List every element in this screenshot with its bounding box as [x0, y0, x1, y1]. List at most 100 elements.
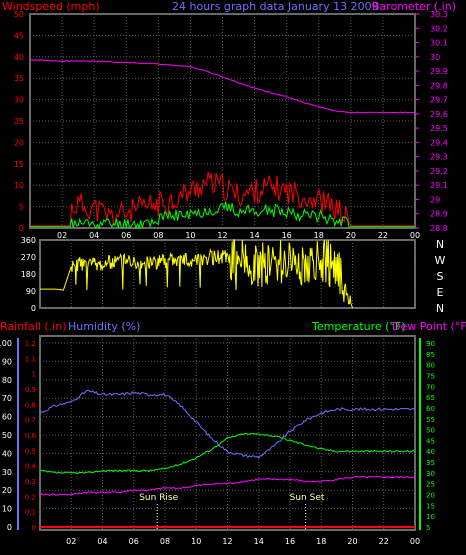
- rainfall-tick-label: 0.8: [25, 401, 36, 409]
- hour-tick-label-bottom: 14: [254, 537, 264, 546]
- compass-label: N: [436, 238, 444, 251]
- wind-baro-series: [30, 59, 415, 230]
- compass-label: N: [436, 302, 444, 315]
- hour-tick-label-bottom: 12: [222, 537, 232, 546]
- windspeed-tick-label: 0: [19, 224, 24, 233]
- barometer-tick-label: 29.7: [430, 96, 448, 105]
- barometer-tick-label: 30: [430, 53, 440, 62]
- rainfall-tick-label: 0.9: [25, 386, 36, 394]
- barometer-tick-label: 29.3: [430, 153, 448, 162]
- hour-tick-label: 16: [282, 231, 292, 240]
- wind-average-line: [30, 201, 415, 230]
- windspeed-tick-label: 40: [14, 53, 24, 62]
- temperature-tick-label: 45: [426, 437, 435, 445]
- hour-tick-label-bottom: 16: [285, 537, 295, 546]
- direction-tick-label: 360: [21, 236, 36, 245]
- temperature-tick-label: 40: [426, 448, 435, 456]
- hour-tick-label-bottom: 00: [410, 537, 420, 546]
- humidity-tick-label: 0: [7, 523, 12, 532]
- hour-tick-label: 02: [57, 231, 67, 240]
- hour-tick-label-bottom: 06: [129, 537, 139, 546]
- hour-tick-label: 06: [121, 231, 131, 240]
- temperature-tick-label: 60: [426, 405, 435, 413]
- temperature-axis-label: Temperature (°F): [311, 320, 406, 333]
- humidity-temp-series: [39, 389, 416, 530]
- temperature-tick-label: 30: [426, 470, 435, 478]
- temperature-tick-label: 75: [426, 372, 435, 380]
- direction-series: [40, 239, 353, 309]
- barometer-tick-label: 29: [430, 195, 440, 204]
- sun-set-label: Sun Set: [290, 493, 325, 503]
- windspeed-tick-label: 10: [14, 181, 24, 190]
- wind-gust-line: [30, 171, 415, 227]
- barometer-tick-label: 29.1: [430, 181, 448, 190]
- temperature-tick-label: 15: [426, 502, 435, 510]
- windspeed-ticks: 0 5 10 15 20 25 30 35 40 45 50: [14, 10, 24, 233]
- humidity-tick-label: 70: [2, 394, 12, 403]
- rainfall-tick-label: 0.1: [25, 509, 36, 517]
- hour-tick-label-bottom: 04: [97, 537, 107, 546]
- humidity-tick-label: 30: [2, 468, 12, 477]
- barometer-ticks: 28.8 28.9 29 29.1 29.2 29.3 29.4 29.5 29.6 29.7 29…: [415, 10, 448, 233]
- direction-tick-label: 270: [21, 253, 36, 262]
- barometer-tick-label: 30.3: [430, 10, 448, 19]
- humidity-axis-label: Humidity (%): [68, 320, 140, 333]
- windspeed-tick-label: 50: [14, 10, 24, 19]
- direction-tick-label: 90: [26, 287, 36, 296]
- barometer-tick-label: 29.4: [430, 138, 448, 147]
- barometer-tick-label: 30.2: [430, 24, 448, 33]
- hour-tick-label-bottom: 10: [191, 537, 201, 546]
- rainfall-tick-label: 1.2: [25, 340, 36, 348]
- rainfall-axis-label: Rainfall (.in): [0, 320, 67, 333]
- temperature-tick-label: 50: [426, 427, 435, 435]
- humidity-tick-label: 90: [2, 357, 12, 366]
- temperature-tick-label: 35: [426, 459, 435, 467]
- compass-label: E: [437, 286, 444, 299]
- temperature-tick-label: 10: [426, 513, 435, 521]
- hour-tick-label: 00: [410, 231, 420, 240]
- direction-ticks: 0 90 180 270 360: [21, 236, 36, 313]
- temperature-tick-label: 80: [426, 362, 435, 370]
- rainfall-tick-label: 1.1: [25, 355, 36, 363]
- barometer-axis-label: Barometer (.in): [372, 0, 456, 13]
- barometer-tick-label: 28.8: [430, 224, 448, 233]
- temperature-tick-label: 5: [426, 524, 430, 532]
- windspeed-tick-label: 5: [19, 203, 24, 212]
- hour-tick-label-bottom: 18: [316, 537, 326, 546]
- graph-title: 24 hours graph data January 13 2009: [172, 0, 379, 13]
- rainfall-tick-label: 1: [32, 371, 36, 379]
- compass-label: W: [435, 254, 446, 267]
- temperature-tick-label: 25: [426, 481, 435, 489]
- windspeed-tick-label: 15: [14, 160, 24, 169]
- rainfall-tick-label: 0: [32, 524, 36, 532]
- rainfall-tick-label: 0.6: [25, 432, 37, 440]
- hour-tick-label: 04: [89, 231, 99, 240]
- windspeed-tick-label: 35: [14, 74, 24, 83]
- barometer-tick-label: 29.9: [430, 67, 448, 76]
- hour-tick-label-bottom: 08: [160, 537, 170, 546]
- humidity-line: [39, 389, 416, 459]
- temperature-tick-label: 70: [426, 383, 435, 391]
- hour-tick-label-bottom: 20: [347, 537, 357, 546]
- windspeed-tick-label: 25: [14, 117, 24, 126]
- hour-tick-label: 08: [153, 231, 163, 240]
- barometer-tick-label: 29.6: [430, 110, 448, 119]
- temperature-tick-label: 90: [426, 340, 435, 348]
- hour-tick-label: 12: [217, 231, 227, 240]
- hour-tick-label: 20: [346, 231, 356, 240]
- temperature-tick-label: 55: [426, 416, 435, 424]
- wind-direction-line: [40, 239, 353, 309]
- rainfall-tick-label: 0.7: [25, 417, 36, 425]
- hour-tick-label: 14: [249, 231, 259, 240]
- temperature-tick-label: 85: [426, 351, 435, 359]
- humidity-tick-label: 20: [2, 486, 12, 495]
- dewpoint-axis-label: Dew Point (°F): [392, 320, 466, 333]
- rainfall-tick-label: 0.5: [25, 447, 36, 455]
- hour-tick-label-bottom: 22: [379, 537, 389, 546]
- temperature-tick-label: 65: [426, 394, 435, 402]
- barometer-tick-label: 28.9: [430, 210, 448, 219]
- rainfall-tick-label: 0.2: [25, 493, 36, 501]
